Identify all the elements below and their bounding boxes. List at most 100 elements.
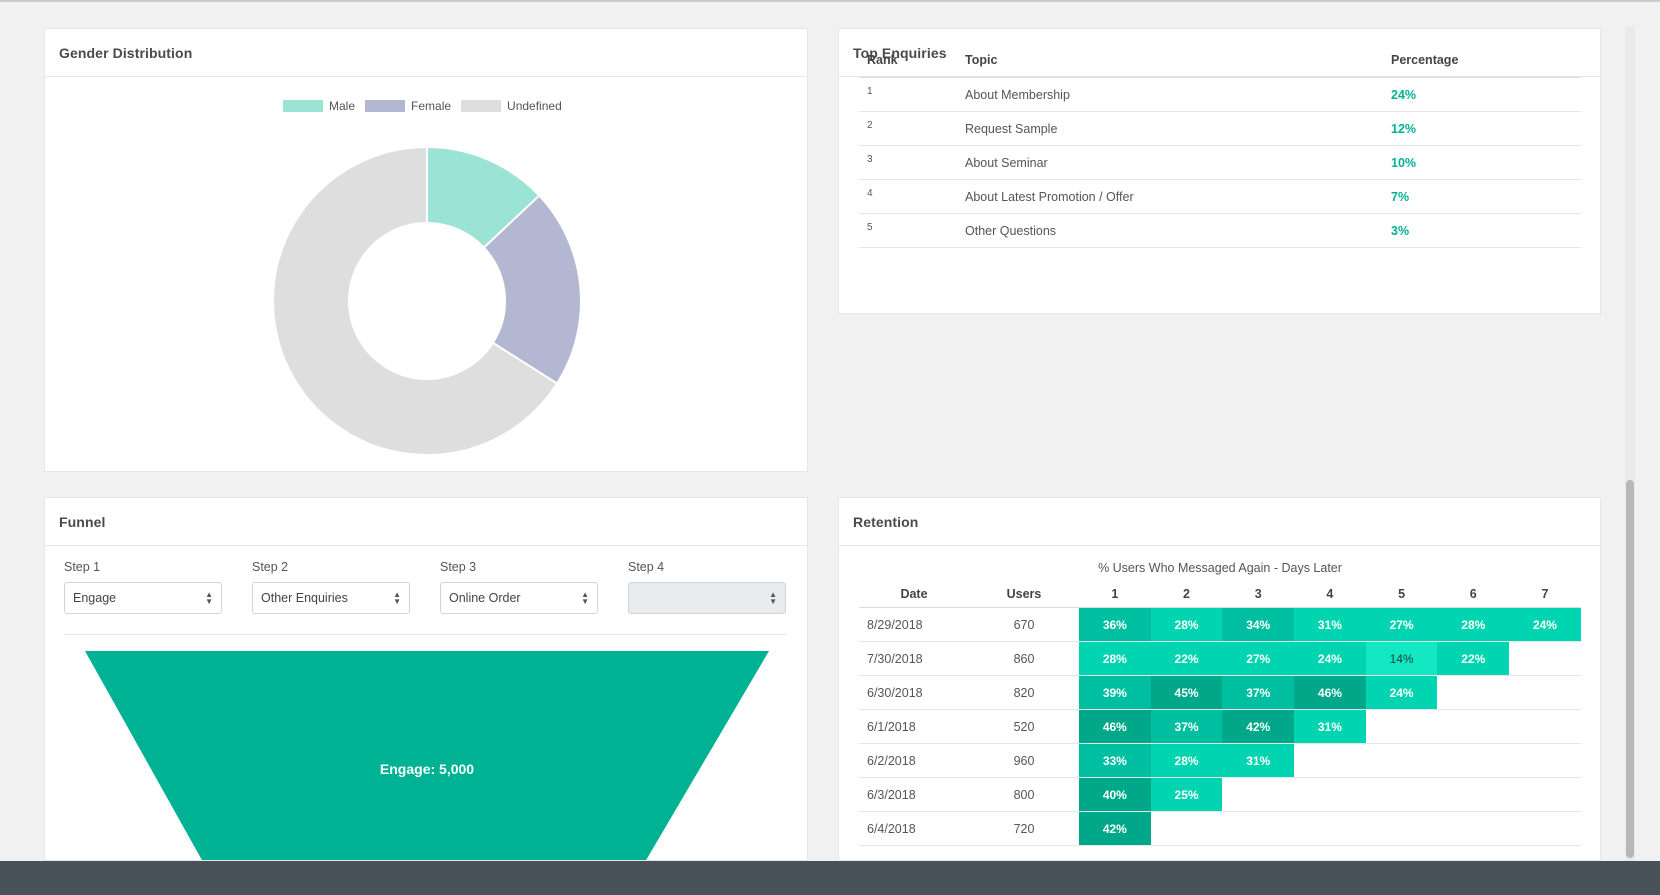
legend-item[interactable]: Undefined: [461, 99, 562, 113]
panel-header: Gender Distribution: [45, 29, 807, 77]
panel-title: Top Enquiries: [853, 44, 947, 61]
topic-cell: About Seminar: [965, 155, 1048, 170]
donut-slice-undefined[interactable]: [272, 145, 559, 456]
retention-cell-empty: [1294, 812, 1366, 845]
retention-cell-empty: [1437, 710, 1509, 743]
percentage-value: 10%: [1391, 155, 1417, 170]
legend-label: Undefined: [507, 99, 562, 113]
retention-cell: 33%: [1079, 744, 1151, 777]
retention-cell: 37%: [1222, 676, 1295, 709]
step-label: Step 4: [628, 560, 665, 574]
retention-cell-empty: [1437, 744, 1509, 777]
header-day-3: 3: [1254, 586, 1262, 601]
chart-area: Male Female Undefined: [45, 77, 807, 471]
retention-cell-empty: [1222, 778, 1294, 811]
users-cell: 860: [1013, 651, 1035, 666]
table-row: 1 About Membership 24%: [859, 78, 1581, 112]
retention-cell: 24%: [1509, 608, 1581, 641]
retention-cell: 37%: [1150, 710, 1223, 743]
funnel-stage-label: Engage: 5,000: [380, 761, 474, 777]
select-arrows-icon: ▲ ▼: [581, 590, 589, 606]
retention-cell-empty: [1437, 812, 1509, 845]
panel-title: Funnel: [59, 513, 106, 530]
funnel-chart: Engage: 5,000: [85, 651, 769, 861]
date-cell: 8/29/2018: [867, 617, 923, 632]
funnel-stage-shape[interactable]: [85, 651, 769, 861]
rank-cell: 3: [859, 153, 965, 170]
step-1-select[interactable]: Engage ▲ ▼: [64, 582, 222, 614]
funnel-step-2: Step 2 Other Enquiries ▲ ▼: [252, 560, 410, 614]
percentage-value: 7%: [1391, 189, 1410, 204]
step-4-select[interactable]: ▲ ▼: [628, 582, 786, 614]
retention-cell: 40%: [1079, 778, 1151, 811]
retention-cell: 22%: [1437, 642, 1510, 675]
step-2-select[interactable]: Other Enquiries ▲ ▼: [252, 582, 410, 614]
retention-cell-empty: [1366, 710, 1438, 743]
select-value: Other Enquiries: [261, 591, 348, 605]
table-row: 2 Request Sample 12%: [859, 112, 1581, 146]
header-users: Users: [1006, 586, 1042, 601]
topic-cell: Request Sample: [965, 121, 1058, 136]
header-day-4: 4: [1326, 586, 1334, 601]
rank-cell: 2: [859, 119, 965, 136]
retention-cell: 22%: [1150, 642, 1223, 675]
retention-cell: 27%: [1365, 608, 1438, 641]
panel-header: Funnel: [45, 498, 807, 546]
funnel-step-4: Step 4 ▲ ▼: [628, 560, 786, 614]
users-cell: 800: [1013, 787, 1035, 802]
retention-cell: 46%: [1294, 676, 1366, 709]
retention-cell: 28%: [1150, 608, 1223, 641]
gender-distribution-panel: Gender Distribution Male Female Undefined: [44, 28, 808, 472]
retention-cell-empty: [1366, 812, 1438, 845]
retention-cell-empty: [1509, 676, 1581, 709]
retention-cell-empty: [1151, 812, 1223, 845]
rank-value: 2: [867, 119, 873, 131]
rank-value: 5: [867, 221, 873, 233]
retention-row: 6/4/2018 720 42%: [859, 812, 1581, 846]
retention-cell: 46%: [1079, 710, 1151, 743]
header-day-5: 5: [1398, 586, 1406, 601]
enquiries-table: Rank Topic Percentage 1 About Membership 2…: [859, 42, 1581, 248]
rank-value: 3: [867, 153, 873, 165]
date-cell: 6/1/2018: [867, 719, 916, 734]
retention-cell-empty: [1294, 778, 1366, 811]
retention-cell-empty: [1222, 812, 1294, 845]
date-cell: 6/3/2018: [867, 787, 916, 802]
retention-cell-empty: [1366, 744, 1438, 777]
panel-title: Retention: [853, 513, 919, 530]
percentage-cell: 24%: [1391, 88, 1581, 102]
step-3-select[interactable]: Online Order ▲ ▼: [440, 582, 598, 614]
header-day-6: 6: [1469, 586, 1477, 601]
retention-cell: 28%: [1079, 642, 1151, 675]
legend-item[interactable]: Male: [283, 99, 355, 113]
date-cell: 7/30/2018: [867, 651, 923, 666]
percentage-value: 24%: [1391, 87, 1417, 102]
date-cell: 6/30/2018: [867, 685, 923, 700]
panel-header: Retention: [839, 498, 1600, 546]
retention-cell-empty: [1294, 744, 1366, 777]
date-cell: 6/2/2018: [867, 753, 916, 768]
users-cell: 960: [1013, 753, 1035, 768]
rank-value: 4: [867, 187, 873, 199]
select-value: Online Order: [449, 591, 521, 605]
retention-row: 6/3/2018 800 40% 25%: [859, 778, 1581, 812]
retention-cell-empty: [1509, 744, 1581, 777]
funnel-panel: Funnel Step 1 Engage ▲ ▼ Step 2 Other Enquiri…: [44, 497, 808, 861]
donut-slice-female[interactable]: [482, 194, 582, 385]
retention-table: Date Users 1 2 3 4 5 6 7 8/29/2018 670 36% 28% 34% 31%…: [859, 580, 1581, 846]
scrollbar-track[interactable]: [1625, 26, 1635, 861]
top-border: [0, 0, 1660, 2]
retention-cell: 31%: [1222, 744, 1295, 777]
rank-cell: 4: [859, 187, 965, 204]
legend-swatch: [283, 100, 323, 112]
scrollbar-thumb[interactable]: [1626, 480, 1634, 858]
retention-row: 8/29/2018 670 36% 28% 34% 31% 27% 28% 24%: [859, 608, 1581, 642]
retention-cell: 39%: [1079, 676, 1151, 709]
retention-cell-empty: [1437, 676, 1509, 709]
retention-row: 6/1/2018 520 46% 37% 42% 31%: [859, 710, 1581, 744]
chart-legend: Male Female Undefined: [283, 99, 572, 113]
funnel-steps: Step 1 Engage ▲ ▼ Step 2 Other Enquiries ▲ ▼ Ste…: [64, 560, 786, 614]
legend-item[interactable]: Female: [365, 99, 451, 113]
retention-cell: 36%: [1079, 608, 1151, 641]
divider: [64, 634, 786, 635]
